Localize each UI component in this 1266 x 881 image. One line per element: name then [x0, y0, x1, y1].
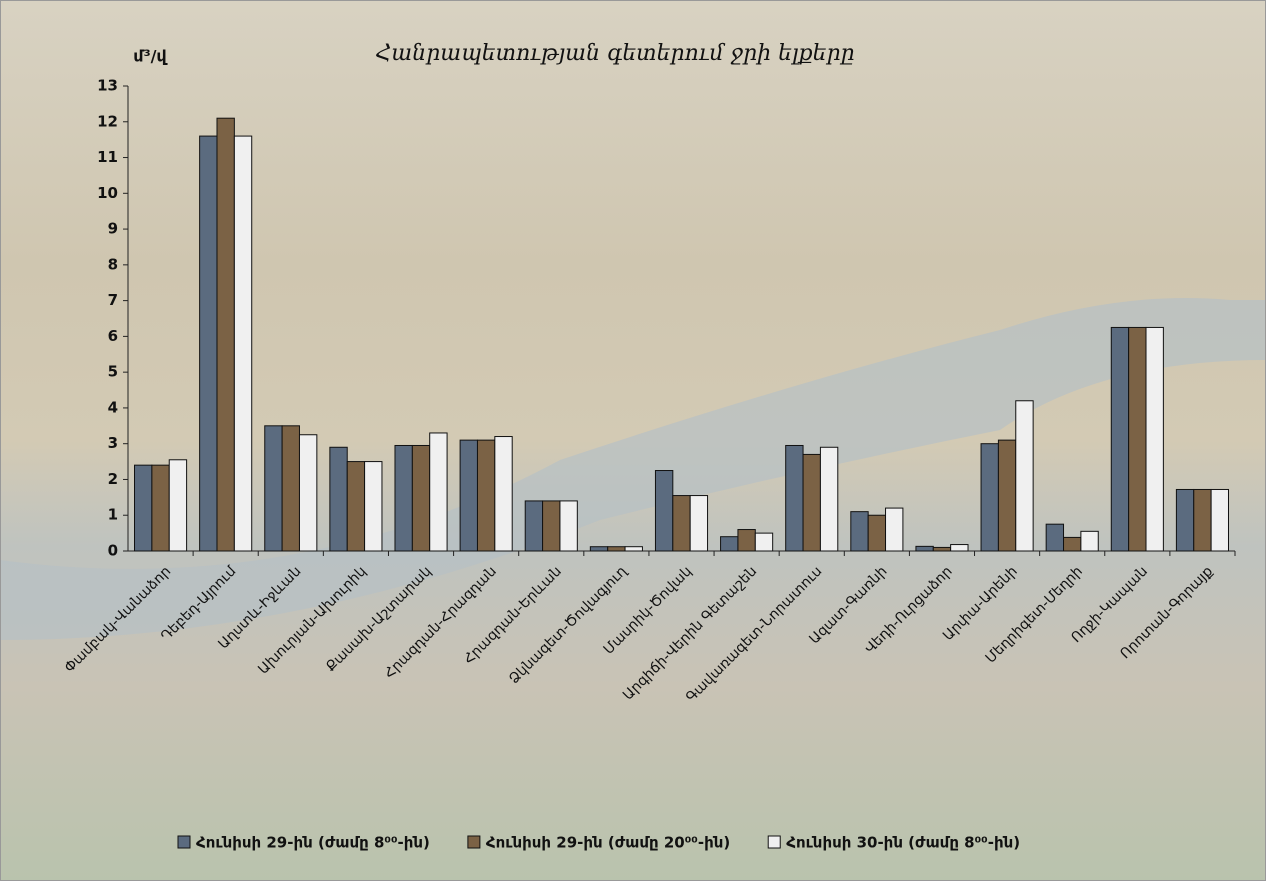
y-tick-label: 5: [108, 363, 118, 381]
bar: [672, 495, 691, 552]
legend-label: Հունիսի 30-ին (ժամը 8⁰⁰-ին): [786, 834, 1020, 852]
bar: [199, 135, 218, 552]
legend-label: Հունիսի 29-ին (ժամը 20⁰⁰-ին): [486, 834, 730, 852]
y-tick-label: 2: [108, 470, 118, 488]
y-tick-label: 13: [97, 77, 118, 95]
legend-label: Հունիսի 29-ին (ժամը 8⁰⁰-ին): [196, 834, 430, 852]
bar: [264, 425, 283, 552]
bar: [867, 514, 887, 552]
bar: [429, 432, 448, 552]
bar: [950, 544, 969, 552]
chart-title: Հանրապետության գետերում ջրի ելքերը: [375, 41, 854, 66]
bar: [1210, 488, 1229, 552]
bar: [1015, 400, 1034, 552]
bar: [737, 529, 756, 552]
bar: [281, 425, 300, 552]
bar: [654, 470, 674, 552]
bar: [915, 545, 934, 552]
bar: [168, 459, 188, 552]
bar: [997, 439, 1017, 552]
bar: [1080, 530, 1099, 552]
bar: [394, 444, 413, 552]
y-axis-label: մ³/վ: [133, 47, 168, 66]
bar: [802, 453, 821, 552]
bar: [819, 446, 839, 552]
bar: [1145, 326, 1164, 552]
bar: [542, 500, 561, 552]
bar: [233, 135, 253, 552]
bar: [134, 464, 153, 552]
y-tick-label: 9: [108, 220, 118, 238]
y-tick-label: 6: [108, 327, 118, 345]
y-tick-label: 8: [108, 255, 118, 273]
bar: [1128, 326, 1147, 552]
bar: [785, 444, 804, 552]
y-tick-label: 7: [108, 291, 118, 309]
bar: [850, 511, 869, 552]
bar: [1110, 326, 1130, 552]
bar: [1045, 523, 1065, 552]
bar: [980, 443, 999, 552]
bar: [1193, 488, 1212, 552]
bar: [589, 546, 609, 552]
y-tick-label: 10: [97, 184, 118, 202]
bar: [346, 461, 366, 552]
bar: [1175, 488, 1195, 552]
bar: [364, 461, 383, 552]
bar: [216, 117, 235, 552]
y-tick-label: 0: [108, 542, 118, 560]
bar: [151, 464, 170, 552]
bar: [559, 500, 578, 552]
bar: [411, 444, 431, 552]
bar: [1063, 536, 1082, 552]
bar: [754, 532, 774, 552]
y-tick-label: 3: [108, 434, 118, 452]
river: [0, 298, 1266, 640]
y-tick-label: 11: [97, 148, 118, 166]
legend-swatch: [767, 835, 781, 849]
bar: [720, 536, 739, 552]
bar: [689, 495, 709, 552]
legend-swatch: [467, 835, 481, 849]
bar: [459, 439, 478, 552]
bar: [607, 546, 626, 552]
bar: [524, 500, 544, 552]
bar: [329, 446, 348, 552]
y-tick-label: 1: [108, 506, 118, 524]
bar: [494, 436, 513, 552]
legend-swatch: [177, 835, 191, 849]
legend: Հունիսի 29-ին (ժամը 8⁰⁰-ին) Հունիսի 29-ին…: [177, 834, 1020, 852]
bar: [298, 434, 318, 552]
bar: [476, 439, 496, 552]
y-tick-label: 12: [97, 112, 118, 130]
bar: [932, 546, 952, 552]
bar: [624, 546, 643, 552]
bar: [885, 507, 904, 552]
y-tick-label: 4: [108, 398, 118, 416]
